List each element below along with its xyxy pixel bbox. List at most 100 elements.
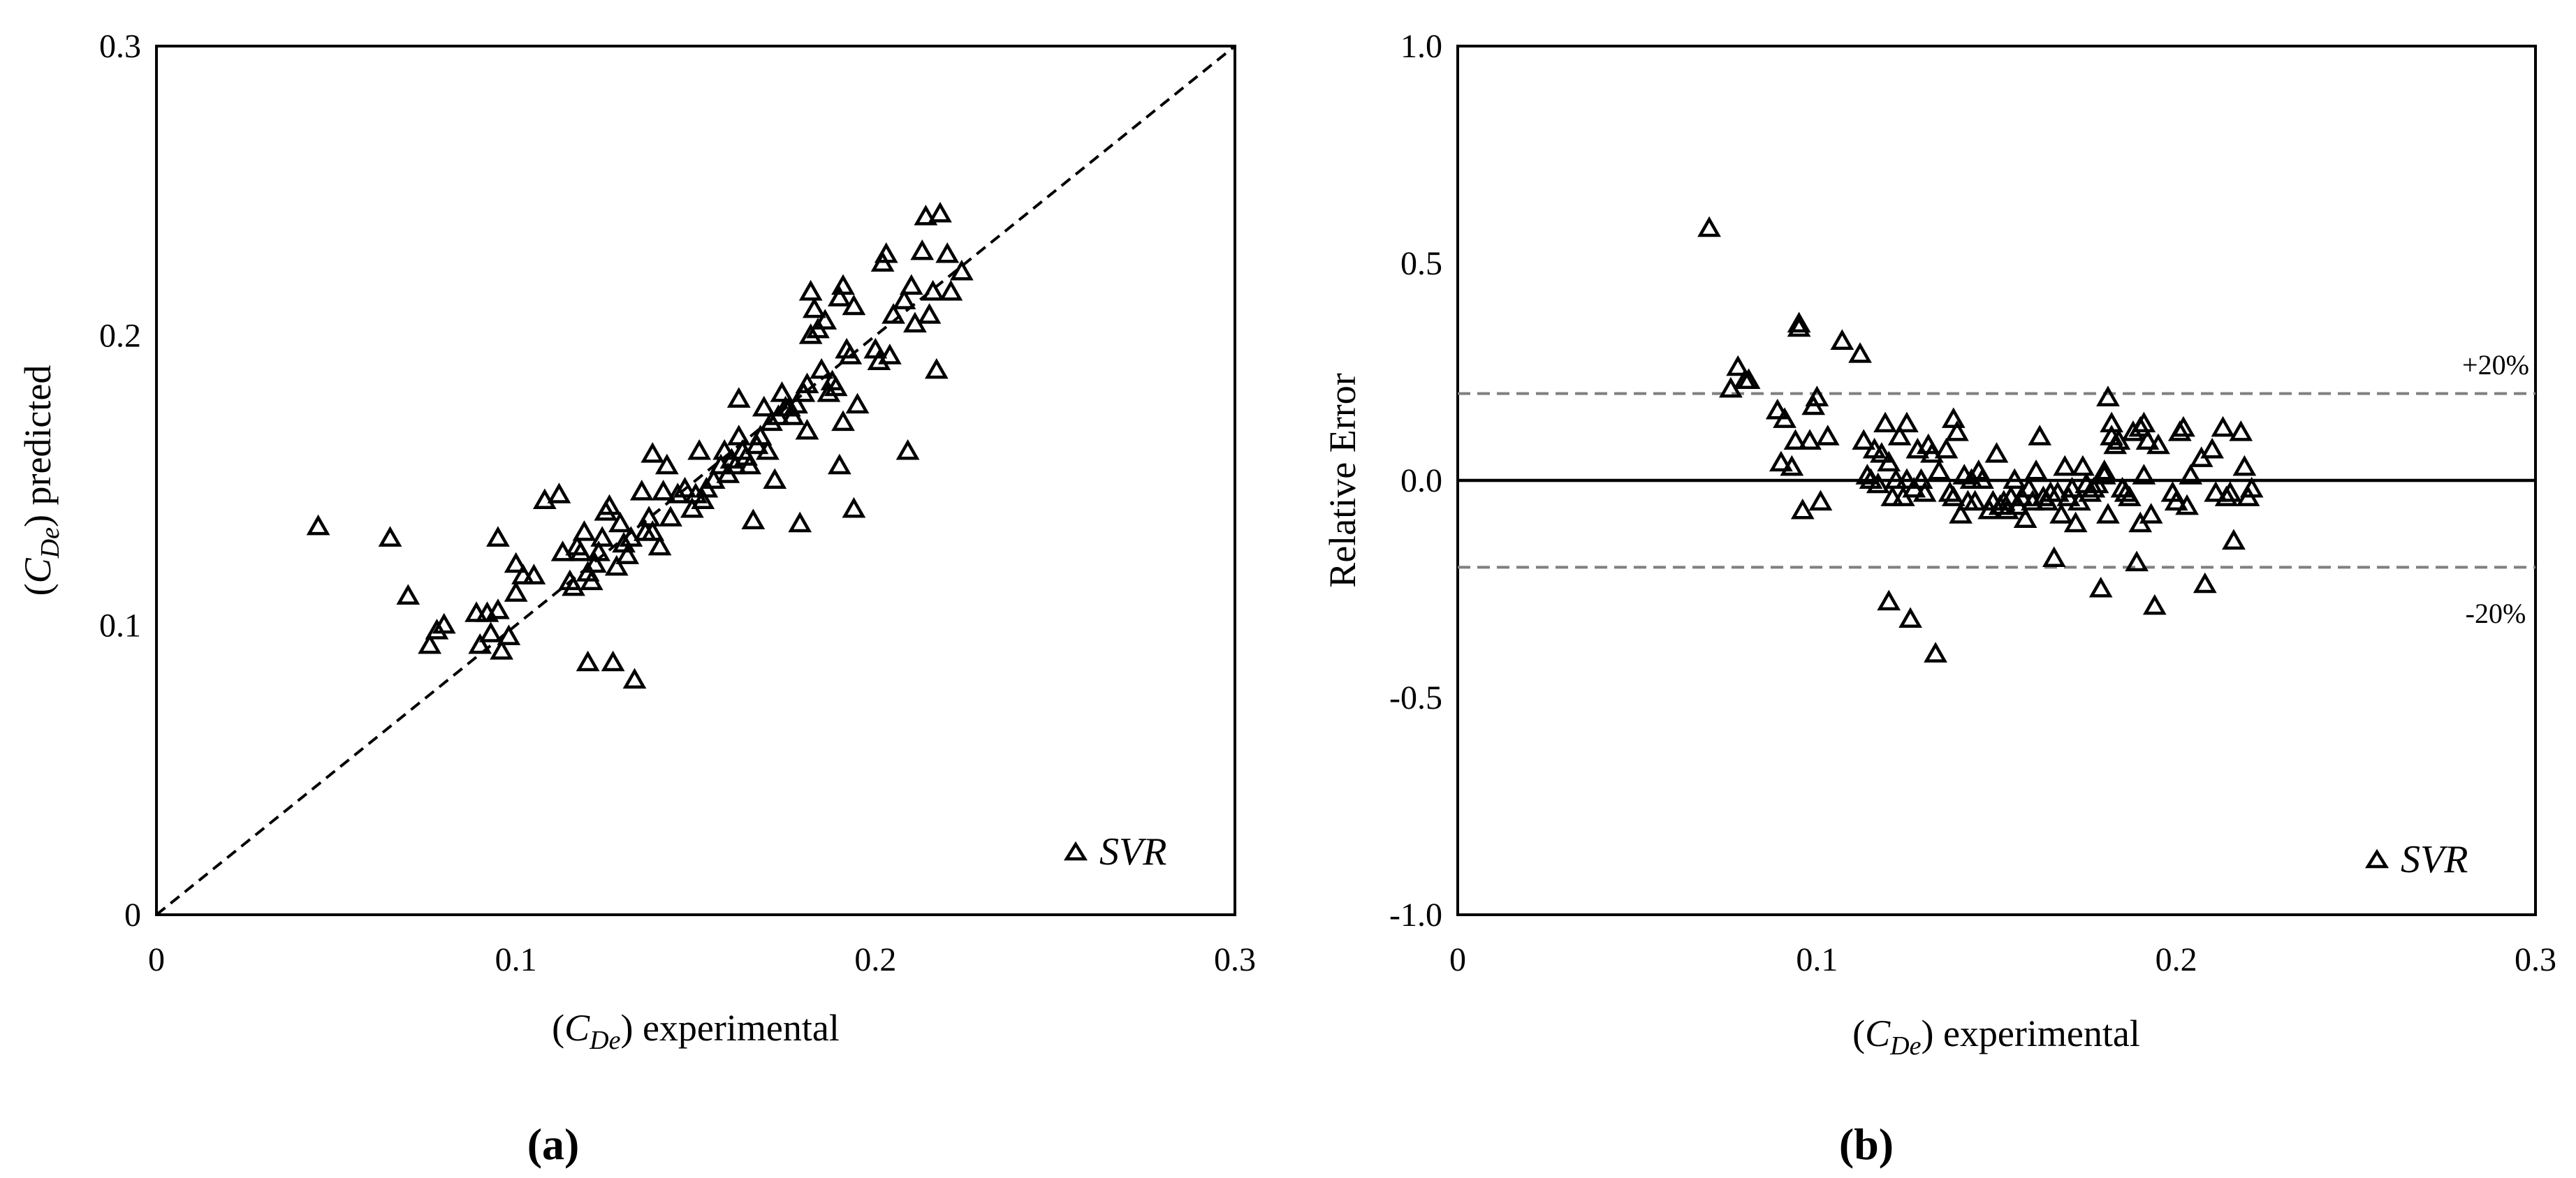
- data-point: [784, 392, 808, 414]
- y-axis-title-a: (CDe) predicted: [17, 365, 65, 596]
- x-axis-title-a: (CDe) experimental: [552, 1007, 840, 1055]
- data-point: [910, 239, 935, 260]
- data-point: [629, 480, 654, 501]
- data-point: [874, 242, 898, 263]
- band-label-upper: +20%: [2462, 349, 2529, 381]
- data-point: [647, 534, 672, 556]
- legend-b: SVR: [2364, 838, 2468, 881]
- data-point: [2125, 550, 2149, 572]
- data-point: [2204, 481, 2228, 502]
- data-point: [2049, 503, 2073, 524]
- data-point: [802, 297, 826, 318]
- data-point: [1877, 450, 1901, 472]
- data-point: [928, 201, 952, 223]
- data-point: [712, 439, 737, 460]
- data-point: [615, 543, 640, 564]
- data-point: [2003, 468, 2027, 489]
- data-point: [817, 381, 841, 402]
- data-point: [781, 404, 805, 425]
- reference-lines-b: [1458, 392, 2535, 569]
- data-point: [306, 514, 330, 536]
- data-point: [831, 274, 855, 295]
- data-point: [2046, 481, 2070, 502]
- data-point: [726, 425, 751, 446]
- data-point: [795, 418, 819, 440]
- data-point: [587, 540, 610, 561]
- data-point: [1736, 368, 1761, 389]
- data-point: [939, 279, 963, 301]
- data-point: [425, 619, 449, 640]
- data-point: [798, 323, 823, 344]
- data-point: [622, 668, 647, 689]
- data-point: [759, 410, 783, 432]
- data-point: [2042, 546, 2066, 567]
- x-axis-title-b: (CDe) experimental: [1852, 1013, 2140, 1061]
- data-point: [641, 520, 665, 541]
- data-point: [1790, 499, 1815, 520]
- data-point: [838, 344, 863, 365]
- data-point: [914, 205, 938, 226]
- data-point: [432, 612, 456, 634]
- x-tick-label: 0: [148, 941, 165, 978]
- data-point: [1984, 442, 2009, 463]
- data-point: [1912, 481, 1937, 502]
- data-point: [810, 358, 834, 379]
- data-point: [637, 506, 661, 527]
- data-point: [572, 520, 597, 541]
- x-tick-label: 0.3: [2515, 941, 2556, 978]
- data-point: [1769, 450, 1793, 472]
- data-point: [1852, 429, 1876, 450]
- data-point: [1830, 329, 1854, 350]
- data-point: [497, 624, 521, 645]
- data-point: [1895, 468, 1919, 489]
- data-point: [673, 476, 697, 498]
- data-point: [2142, 594, 2167, 615]
- legend-label-a: SVR: [1099, 830, 1166, 874]
- data-point: [924, 358, 949, 379]
- data-point: [579, 569, 603, 591]
- y-axis-title-b: Relative Error: [1322, 373, 1363, 587]
- data-point: [2146, 433, 2170, 455]
- data-point: [651, 480, 675, 501]
- data-point: [468, 633, 492, 654]
- data-point: [1765, 398, 1790, 420]
- x-tick-label: 0.2: [854, 941, 896, 978]
- x-tick-label: 0.1: [1796, 941, 1838, 978]
- data-point: [1808, 489, 1833, 511]
- x-tick-labels-b: 0 0.1 0.2 0.3: [1449, 941, 2556, 978]
- data-point: [2172, 415, 2195, 437]
- data-point: [486, 526, 510, 547]
- data-point: [2164, 489, 2188, 511]
- y-tick-label: 0.3: [99, 28, 141, 65]
- data-point: [666, 483, 690, 503]
- data-point: [590, 526, 615, 547]
- data-point: [1726, 355, 1750, 376]
- data-point: [654, 453, 679, 475]
- x-tick-label: 0.3: [1214, 941, 1256, 978]
- band-label-lower: -20%: [2466, 598, 2526, 629]
- data-point: [1898, 607, 1922, 628]
- data-point: [738, 453, 762, 475]
- data-point: [935, 242, 960, 263]
- data-point: [597, 494, 622, 515]
- data-point: [1815, 425, 1840, 446]
- data-points-b: [1697, 216, 2264, 663]
- data-point: [604, 554, 629, 576]
- data-point: [2028, 425, 2052, 446]
- y-tick-label: -0.5: [1389, 679, 1442, 716]
- data-point: [2071, 455, 2095, 476]
- data-point: [2222, 529, 2246, 550]
- data-point: [1909, 468, 1933, 489]
- data-point: [547, 483, 571, 503]
- data-point: [1787, 311, 1811, 333]
- data-point: [641, 442, 665, 463]
- data-point: [569, 540, 593, 561]
- data-point: [1783, 429, 1808, 450]
- x-tick-label: 0.1: [495, 941, 537, 978]
- data-point: [1873, 411, 1897, 433]
- data-point: [504, 552, 528, 573]
- data-point: [2179, 464, 2203, 485]
- x-tick-label: 0.2: [2156, 941, 2197, 978]
- data-point: [2200, 437, 2224, 459]
- data-point: [813, 309, 837, 330]
